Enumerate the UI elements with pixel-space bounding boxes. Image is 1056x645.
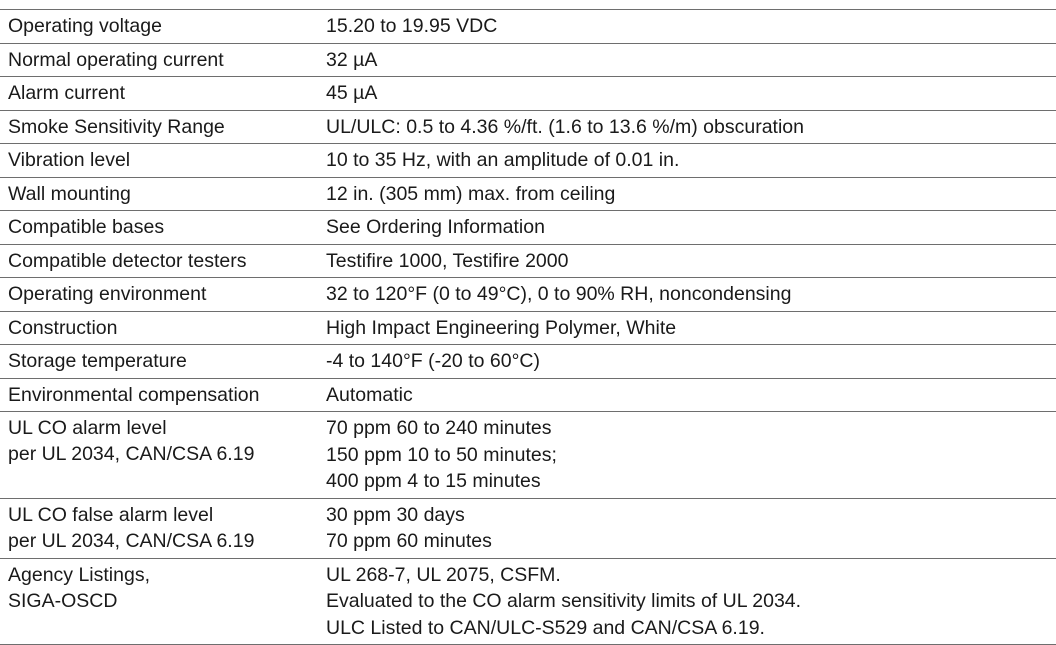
row-value: -4 to 140°F (-20 to 60°C) [318, 348, 1056, 375]
row-value: 30 ppm 30 days 70 ppm 60 minutes [318, 502, 1056, 555]
row-label: UL CO false alarm level per UL 2034, CAN… [0, 502, 318, 555]
table-row-ul-co-alarm-level: UL CO alarm level per UL 2034, CAN/CSA 6… [0, 412, 1056, 499]
row-value: 15.20 to 19.95 VDC [318, 13, 1056, 40]
table-row-vibration-level: Vibration level 10 to 35 Hz, with an amp… [0, 144, 1056, 178]
table-row-construction: Construction High Impact Engineering Pol… [0, 312, 1056, 346]
row-value: Testifire 1000, Testifire 2000 [318, 248, 1056, 275]
table-row-operating-voltage: Operating voltage 15.20 to 19.95 VDC [0, 10, 1056, 44]
table-row-alarm-current: Alarm current 45 µA [0, 77, 1056, 111]
row-label: Compatible detector testers [0, 248, 318, 275]
table-row-compatible-detector-testers: Compatible detector testers Testifire 10… [0, 245, 1056, 279]
row-value: Automatic [318, 382, 1056, 409]
row-label: Operating voltage [0, 13, 318, 40]
table-row-smoke-sensitivity-range: Smoke Sensitivity Range UL/ULC: 0.5 to 4… [0, 111, 1056, 145]
table-row-wall-mounting: Wall mounting 12 in. (305 mm) max. from … [0, 178, 1056, 212]
row-label: Normal operating current [0, 47, 318, 74]
row-label: Agency Listings, SIGA-OSCD [0, 562, 318, 642]
row-value: High Impact Engineering Polymer, White [318, 315, 1056, 342]
specifications-table: Operating voltage 15.20 to 19.95 VDC Nor… [0, 9, 1056, 645]
table-row-storage-temperature: Storage temperature -4 to 140°F (-20 to … [0, 345, 1056, 379]
table-row-normal-operating-current: Normal operating current 32 µA [0, 44, 1056, 78]
row-value: UL/ULC: 0.5 to 4.36 %/ft. (1.6 to 13.6 %… [318, 114, 1056, 141]
row-label: Environmental compensation [0, 382, 318, 409]
row-label: Wall mounting [0, 181, 318, 208]
row-value: UL 268-7, UL 2075, CSFM. Evaluated to th… [318, 562, 1056, 642]
row-label: Alarm current [0, 80, 318, 107]
table-row-operating-environment: Operating environment 32 to 120°F (0 to … [0, 278, 1056, 312]
table-row-ul-co-false-alarm-level: UL CO false alarm level per UL 2034, CAN… [0, 499, 1056, 559]
table-row-compatible-bases: Compatible bases See Ordering Informatio… [0, 211, 1056, 245]
row-label: Compatible bases [0, 214, 318, 241]
row-value: See Ordering Information [318, 214, 1056, 241]
row-label: Construction [0, 315, 318, 342]
row-value: 12 in. (305 mm) max. from ceiling [318, 181, 1056, 208]
row-value: 45 µA [318, 80, 1056, 107]
row-value: 70 ppm 60 to 240 minutes 150 ppm 10 to 5… [318, 415, 1056, 495]
row-label: Smoke Sensitivity Range [0, 114, 318, 141]
table-row-agency-listings: Agency Listings, SIGA-OSCD UL 268-7, UL … [0, 559, 1056, 645]
row-label: UL CO alarm level per UL 2034, CAN/CSA 6… [0, 415, 318, 495]
row-label: Operating environment [0, 281, 318, 308]
row-value: 10 to 35 Hz, with an amplitude of 0.01 i… [318, 147, 1056, 174]
row-value: 32 µA [318, 47, 1056, 74]
row-value: 32 to 120°F (0 to 49°C), 0 to 90% RH, no… [318, 281, 1056, 308]
table-row-environmental-compensation: Environmental compensation Automatic [0, 379, 1056, 413]
row-label: Vibration level [0, 147, 318, 174]
row-label: Storage temperature [0, 348, 318, 375]
